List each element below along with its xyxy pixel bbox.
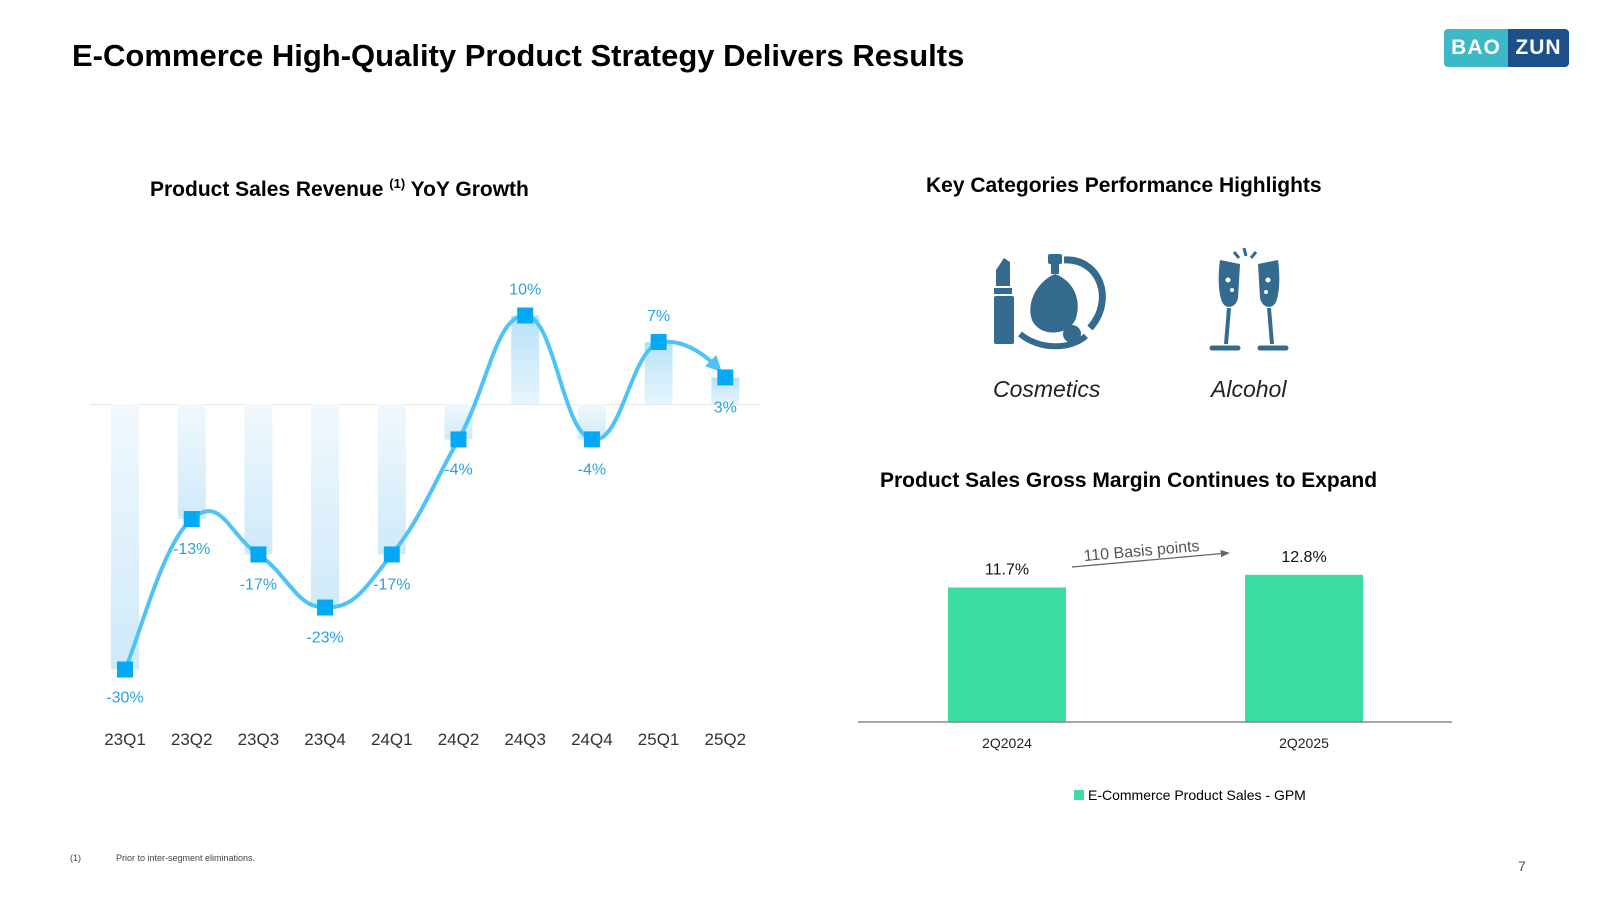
yoy-tick-23Q4: 23Q4 <box>304 730 346 749</box>
gpm-legend: E-Commerce Product Sales - GPM <box>1074 787 1306 803</box>
page-title: E-Commerce High-Quality Product Strategy… <box>72 38 965 73</box>
yoy-marker-24Q4 <box>583 431 600 448</box>
yoy-bar-24Q1 <box>377 404 406 555</box>
gpm-annotation-arrow <box>1071 550 1230 568</box>
yoy-tick-24Q3: 24Q3 <box>504 730 546 749</box>
gpm-legend-label: E-Commerce Product Sales - GPM <box>1088 787 1306 803</box>
yoy-label-25Q2: 3% <box>714 399 737 416</box>
highlights-title: Key Categories Performance Highlights <box>926 174 1322 197</box>
yoy-tick-24Q2: 24Q2 <box>438 730 480 749</box>
yoy-bar-23Q4 <box>311 404 340 608</box>
yoy-label-24Q4: -4% <box>578 461 606 478</box>
gpm-bar-chart: 11.7%12.8% 2Q2024 2Q2025 110 Basis points <box>858 538 1452 751</box>
yoy-title-suffix: YoY Growth <box>410 178 529 201</box>
gpm-bar-2Q2025 <box>1245 574 1363 722</box>
yoy-marker-25Q1 <box>650 334 667 351</box>
yoy-bar-24Q3 <box>511 315 540 404</box>
yoy-marker-23Q3 <box>250 546 267 563</box>
yoy-tick-25Q2: 25Q2 <box>705 730 747 749</box>
yoy-bar-23Q3 <box>244 404 273 555</box>
yoy-title-sup: (1) <box>389 176 406 191</box>
yoy-tick-24Q1: 24Q1 <box>371 730 413 749</box>
yoy-tick-23Q3: 23Q3 <box>238 730 280 749</box>
cosmetics-label: Cosmetics <box>993 376 1101 402</box>
yoy-marker-24Q2 <box>450 431 467 448</box>
yoy-label-23Q3: -17% <box>240 576 277 593</box>
yoy-growth-chart: -30% -13% -17% -23% -17% -4% 10% -4% 7% 3% 23Q1 23… <box>90 282 760 749</box>
page-number: 7 <box>1518 858 1526 874</box>
alcohol-label: Alcohol <box>1211 376 1287 402</box>
yoy-marker-24Q3 <box>517 307 534 324</box>
yoy-label-24Q3: 10% <box>509 282 541 299</box>
gpm-label-2Q2024: 11.7% <box>985 561 1029 578</box>
gpm-label-2Q2025: 12.8% <box>1281 549 1326 566</box>
gpm-tick-2Q2025: 2Q2025 <box>1279 735 1329 751</box>
yoy-marker-24Q1 <box>383 546 400 563</box>
yoy-marker-23Q4 <box>317 599 334 616</box>
baozun-logo: BAO ZUN <box>1444 29 1569 67</box>
yoy-marker-23Q2 <box>183 511 200 528</box>
gpm-chart-title: Product Sales Gross Margin Continues to … <box>880 469 1378 492</box>
yoy-title-main: Product Sales Revenue <box>150 178 384 201</box>
yoy-tick-23Q2: 23Q2 <box>171 730 213 749</box>
yoy-label-23Q4: -23% <box>306 630 343 647</box>
footnote-number: (1) <box>70 853 81 863</box>
yoy-label-25Q1: 7% <box>647 308 670 325</box>
yoy-tick-23Q1: 23Q1 <box>104 730 146 749</box>
yoy-tick-25Q1: 25Q1 <box>638 730 680 749</box>
yoy-bar-23Q1 <box>111 404 139 670</box>
yoy-chart-title: Product Sales Revenue (1) YoY Growth <box>150 176 529 202</box>
logo-right: ZUN <box>1508 29 1569 67</box>
yoy-series-line <box>123 313 661 672</box>
yoy-label-24Q2: -4% <box>444 461 472 478</box>
yoy-bar-23Q2 <box>177 404 206 520</box>
footnote-text: Prior to inter-segment eliminations. <box>116 853 256 863</box>
yoy-marker-25Q2 <box>717 369 734 386</box>
cosmetics-icon <box>994 254 1106 350</box>
gpm-tick-2Q2024: 2Q2024 <box>982 735 1032 751</box>
logo-left: BAO <box>1444 29 1508 67</box>
champagne-icon <box>1209 247 1289 351</box>
yoy-label-23Q2: -13% <box>173 541 210 558</box>
yoy-label-23Q1: -30% <box>106 690 143 707</box>
gpm-legend-swatch <box>1074 790 1084 800</box>
yoy-tick-24Q4: 24Q4 <box>571 730 613 749</box>
yoy-label-24Q1: -17% <box>373 576 410 593</box>
yoy-marker-23Q1 <box>117 661 133 678</box>
gpm-bar-2Q2024 <box>948 587 1066 722</box>
